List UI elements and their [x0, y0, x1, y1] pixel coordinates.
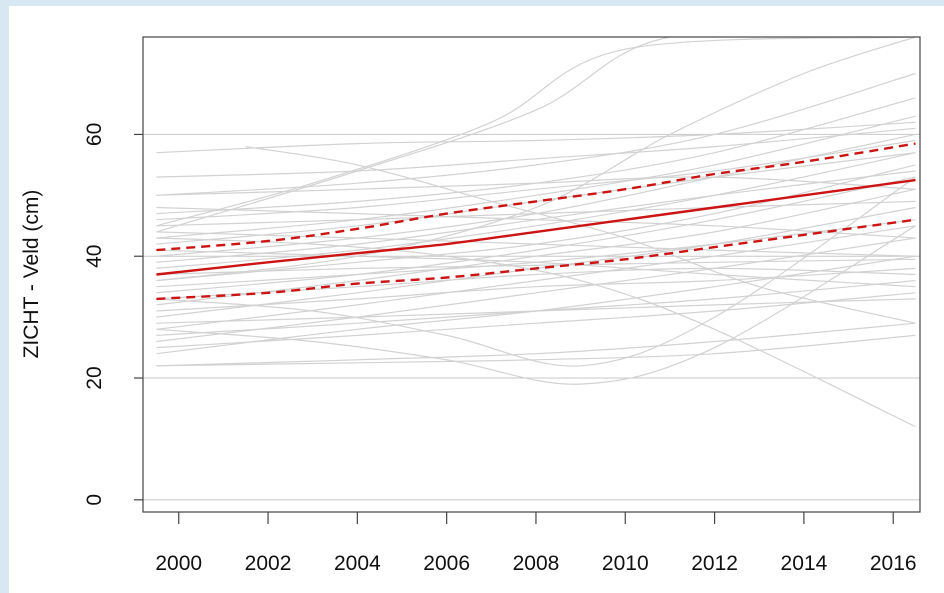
y-tick-label-20: 20	[83, 366, 106, 389]
trend-lines	[156, 142, 916, 301]
trend-line	[156, 178, 916, 276]
individual-line-19	[156, 267, 916, 312]
upper-bound-line	[156, 142, 916, 252]
individual-line-3	[156, 37, 916, 227]
individual-line-35	[156, 37, 916, 282]
individual-line-16	[156, 322, 916, 367]
individual-line-24	[156, 127, 916, 178]
x-tick-label-2004: 2004	[334, 552, 381, 575]
individual-line-34	[156, 298, 916, 324]
individual-line-1	[156, 121, 916, 154]
x-tick-label-2008: 2008	[513, 552, 560, 575]
y-tick-label-0: 0	[83, 494, 106, 506]
individual-line-27	[156, 249, 916, 288]
individual-lines	[156, 37, 916, 428]
individual-line-6	[156, 115, 916, 239]
individual-line-31	[156, 176, 916, 367]
y-tick-label-40: 40	[83, 245, 106, 268]
x-tick-label-2006: 2006	[423, 552, 470, 575]
individual-line-32	[156, 258, 916, 276]
individual-line-33	[156, 200, 916, 227]
individual-line-36	[156, 176, 916, 196]
y-tick-label-60: 60	[83, 123, 106, 146]
x-tick-label-2014: 2014	[781, 552, 828, 575]
individual-line-26	[156, 231, 916, 257]
lower-bound-line	[156, 218, 916, 301]
y-axis-title: ZICHT - Veld (cm)	[20, 190, 43, 359]
individual-line-13	[156, 225, 916, 330]
individual-line-11	[156, 188, 916, 306]
individual-line-37	[156, 267, 916, 300]
individual-line-14	[156, 237, 916, 343]
x-axis: 2000 2002 2004 2006 2008 2010 2012 2014 2016	[155, 512, 917, 575]
x-tick-label-2012: 2012	[691, 552, 738, 575]
plot-frame	[142, 36, 921, 513]
individual-line-2	[156, 37, 916, 233]
x-tick-label-2016: 2016	[870, 552, 917, 575]
individual-line-28	[156, 237, 916, 428]
individual-line-29	[245, 146, 916, 324]
x-tick-label-2002: 2002	[245, 552, 292, 575]
y-axis: 0 20 40 60	[83, 123, 143, 506]
individual-line-18	[156, 280, 916, 336]
individual-line-4	[156, 72, 916, 196]
x-tick-label-2010: 2010	[602, 552, 649, 575]
individual-line-21	[156, 170, 916, 263]
x-tick-label-2000: 2000	[155, 552, 202, 575]
individual-line-17	[156, 334, 916, 367]
individual-line-25	[156, 206, 916, 239]
individual-line-38	[156, 292, 916, 349]
individual-line-23	[156, 139, 916, 221]
